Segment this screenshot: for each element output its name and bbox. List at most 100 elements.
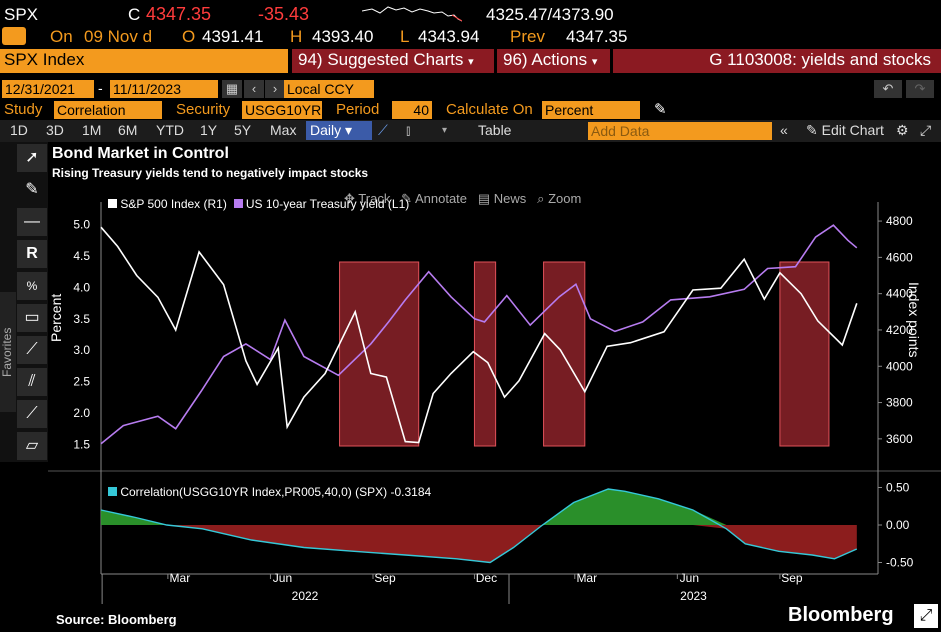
range-3d[interactable]: 3D [46,122,64,138]
range-1y[interactable]: 1Y [200,122,218,138]
annotate-icon[interactable]: ✎ [401,191,413,206]
news-button[interactable]: News [493,191,527,206]
right-tick-label: 4000 [886,359,913,373]
period-input[interactable]: 40 [392,101,432,119]
title-bar: SPX Index 94) Suggested Charts ▾ 96) Act… [0,49,941,74]
trendline-icon[interactable]: ⟋ [17,336,47,364]
study-label: Study [4,101,43,118]
zoom-button[interactable]: Zoom [548,191,582,206]
day-range: 4325.47/4373.90 [486,5,614,24]
study-row: Study Correlation Security USGG10YR Peri… [0,100,941,120]
pen-icon[interactable]: ✎ [17,176,47,204]
ruler-icon[interactable]: ▱ [17,432,47,460]
legend-swatch-yield [233,199,243,208]
open-label: O [182,27,196,46]
sparkline [362,6,462,22]
correlation-legend: Correlation(USGG10YR Index,PR005,40,0) (… [108,485,431,499]
collapse-icon[interactable]: « [780,122,788,138]
calculate-on-select[interactable]: Percent [542,101,640,119]
legend-yield[interactable]: US 10-year Treasury yield (L1) [245,197,410,211]
study-select[interactable]: Correlation [54,101,162,119]
ticker[interactable]: SPX [4,5,39,24]
legend-swatch-correlation [108,487,117,496]
bar-chart-icon[interactable]: ⫾ [406,122,411,138]
corr-tick-label: -0.50 [886,556,914,570]
channel-icon[interactable]: ⫽ [17,368,47,396]
period-label: Period [336,101,380,118]
start-date-input[interactable]: 12/31/2021 [2,80,94,98]
currency-select[interactable]: Local CCY [284,80,374,98]
pointer-icon[interactable]: ➚ [17,144,47,172]
correlation-label[interactable]: Correlation(USGG10YR Index,PR005,40,0) (… [120,485,432,499]
security-field[interactable]: SPX Index [0,49,288,73]
range-6m[interactable]: 6M [118,122,138,138]
right-tick-label: 3600 [886,432,913,446]
on-label: On [50,27,73,46]
left-tick-label: 2.0 [73,406,90,420]
x-tick-label: Sep [781,571,803,585]
frequency-select[interactable]: Daily ▾ [306,121,372,140]
percent-tool-icon[interactable]: % [17,272,47,300]
legend-swatch-spx [108,199,117,208]
pencil-icon[interactable]: ✎ [654,101,667,118]
open-value: 4391.41 [202,27,264,46]
edit-chart-button[interactable]: ✎ Edit Chart [806,122,884,138]
chart-title: Bond Market in Control [52,145,229,162]
add-data-input[interactable]: Add Data [588,122,772,140]
zoom-icon[interactable]: ⌕ [537,191,545,206]
range-ytd[interactable]: YTD [156,122,184,138]
range-max[interactable]: Max [270,122,297,138]
edit-chart-label: Edit Chart [821,122,884,138]
security-input[interactable]: USGG10YR [242,101,322,119]
chart-svg[interactable]: 1.5 2.0 2.5 3.0 3.5 4.0 4.5 5.0 3600 3800 4000 4200… [48,142,941,632]
right-tick-label: 4800 [886,214,913,228]
annotate-button[interactable]: Annotate [414,191,468,206]
chart-area[interactable]: Bond Market in Control Rising Treasury y… [48,142,941,632]
settings-icon[interactable]: ⚙ [896,122,909,138]
expand-chart-icon[interactable]: ⤢ [914,604,938,628]
x-tick-label: Dec [476,571,497,585]
gauge-icon[interactable] [2,27,26,45]
legend-spx[interactable]: S&P 500 Index (R1) [120,197,227,211]
last-price: 4347.35 [146,4,212,24]
redo-icon[interactable]: ↷ [906,80,934,98]
range-1m[interactable]: 1M [82,122,102,138]
highlight-period [339,261,420,447]
expand-icon[interactable]: ⤢ [920,122,932,138]
x-tick-label: Jun [273,571,292,585]
bloomberg-logo: Bloomberg [788,604,894,626]
rectangle-icon[interactable]: ▭ [17,304,47,332]
date-range-row: 12/31/2021 - 11/11/2023 ▦ ‹ › Local CCY … [0,80,941,100]
left-tick-label: 2.5 [73,375,90,389]
yield-series-line [100,224,858,445]
fib-tool-icon[interactable]: ⟋ [17,400,47,428]
news-icon[interactable]: ▤ [477,191,491,206]
chart-id[interactable]: G 1103008: yields and stocks [613,49,941,73]
line-chart-icon[interactable]: ⟋ [378,122,388,138]
left-tick-label: 1.5 [73,437,90,451]
horizontal-line-icon[interactable]: — [17,208,47,236]
end-date-input[interactable]: 11/11/2023 [110,80,218,98]
prev-period-button[interactable]: ‹ [244,80,264,98]
x-tick-label: Mar [576,571,597,585]
range-5y[interactable]: 5Y [234,122,252,138]
actions-menu[interactable]: 96) Actions ▾ [497,49,610,73]
calendar-icon[interactable]: ▦ [222,80,242,98]
range-1d[interactable]: 1D [10,122,28,138]
track-button[interactable]: Track [358,191,391,206]
x-year-label: 2023 [680,589,707,603]
chart-type-dropdown-icon[interactable]: ▾ [442,125,448,136]
correlation-positive-area [101,489,857,525]
next-period-button[interactable]: › [265,80,285,98]
suggested-charts-menu[interactable]: 94) Suggested Charts ▾ [292,49,494,73]
left-tick-label: 4.5 [73,249,90,263]
prev-value: 4347.35 [566,27,628,46]
track-icon[interactable]: ✥ [344,191,355,206]
low-value: 4343.94 [418,27,480,46]
text-tool-icon[interactable]: R [17,240,47,268]
table-button[interactable]: Table [478,122,512,138]
left-tick-label: 3.5 [73,312,90,326]
correlation-negative-area [101,525,857,563]
undo-icon[interactable]: ↶ [874,80,902,98]
favorites-tab[interactable]: Favorites [0,292,16,412]
